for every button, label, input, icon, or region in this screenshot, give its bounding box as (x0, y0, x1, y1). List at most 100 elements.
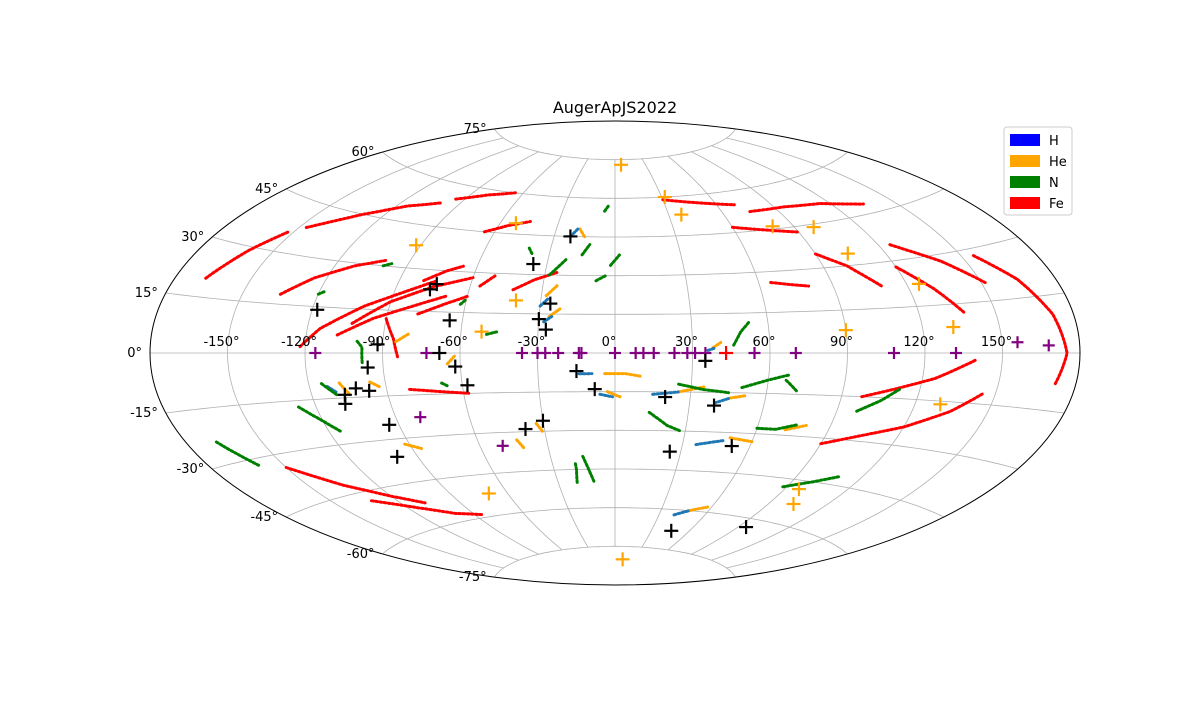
galactic-marker (648, 347, 660, 359)
galactic-marker (414, 411, 426, 423)
track-n (649, 412, 680, 431)
track-he (605, 374, 641, 377)
legend-swatch-fe (1010, 197, 1040, 209)
lon-tick-label: 150° (981, 335, 1012, 350)
track-he (447, 356, 455, 364)
track-fe (896, 267, 965, 313)
legend-label-fe: Fe (1049, 197, 1064, 212)
track-h (600, 394, 613, 397)
source-markers (309, 158, 1054, 567)
he-marker (841, 247, 855, 261)
lon-tick-label: 120° (903, 335, 934, 350)
track-fe (733, 227, 799, 232)
source-marker (663, 445, 677, 459)
galactic-marker (790, 347, 802, 359)
track-n (299, 407, 342, 432)
lat-tick-label: -15° (130, 406, 158, 421)
track-he (689, 507, 708, 511)
he-marker (509, 293, 523, 307)
track-he (396, 333, 410, 341)
track-he (730, 438, 752, 442)
he-marker (509, 216, 523, 230)
track-he (370, 382, 381, 388)
legend-label-he: He (1049, 155, 1067, 170)
source-marker (569, 364, 583, 378)
lat-tick-label: 0° (127, 346, 142, 361)
galactic-marker (1043, 339, 1055, 351)
track-n (582, 245, 590, 255)
source-marker (310, 303, 324, 317)
he-marker (475, 325, 489, 339)
source-marker (543, 297, 557, 311)
lat-tick-label: 15° (135, 286, 158, 301)
track-n (734, 321, 750, 345)
fe-marker (719, 346, 733, 360)
lon-tick-label: -120° (281, 335, 317, 350)
source-marker (382, 418, 396, 432)
track-he (713, 343, 721, 348)
source-marker (349, 381, 363, 395)
track-n (383, 264, 392, 266)
track-fe (750, 204, 864, 212)
track-fe (890, 245, 987, 284)
galactic-marker (575, 347, 587, 359)
track-fe (484, 222, 530, 232)
he-marker (409, 238, 423, 252)
track-he (536, 424, 542, 432)
track-h (540, 298, 548, 306)
parallel-line (495, 546, 736, 577)
lon-tick-label: -30° (518, 335, 546, 350)
lat-tick-label: -60° (347, 547, 375, 562)
lat-tick-label: -75° (459, 570, 487, 585)
galactic-marker (637, 347, 649, 359)
source-marker (698, 354, 712, 368)
track-n (575, 462, 577, 483)
lat-tick-label: 60° (351, 145, 374, 160)
galactic-marker (552, 347, 564, 359)
source-marker (518, 422, 532, 436)
track-n (605, 206, 609, 211)
track-he (405, 444, 422, 448)
lon-tick-label: -150° (203, 335, 239, 350)
galactic-marker (420, 347, 432, 359)
track-fe (480, 276, 495, 286)
track-n (442, 383, 448, 386)
source-marker (362, 384, 376, 398)
source-marker (460, 378, 474, 392)
legend-swatch-n (1010, 176, 1040, 188)
galactic-marker (950, 347, 962, 359)
he-marker (786, 497, 800, 511)
galactic-marker (497, 440, 509, 452)
track-he (580, 229, 585, 237)
he-marker (933, 397, 947, 411)
track-h (674, 511, 689, 515)
track-fe (821, 394, 983, 444)
he-marker (616, 552, 630, 566)
lat-tick-label: -45° (250, 510, 278, 525)
lon-tick-label: 60° (752, 335, 775, 350)
track-h (570, 229, 578, 237)
lat-tick-label: 30° (181, 230, 204, 245)
source-marker (739, 520, 753, 534)
source-marker (338, 397, 352, 411)
lat-tick-label: -30° (177, 462, 205, 477)
track-h (696, 440, 725, 444)
he-marker (674, 208, 688, 222)
lon-tick-label: 0° (602, 335, 617, 350)
he-marker (946, 320, 960, 334)
legend-swatch-he (1010, 155, 1040, 167)
parallel-line (495, 129, 736, 160)
source-marker (390, 450, 404, 464)
track-n (321, 384, 337, 396)
galactic-marker (1012, 336, 1024, 348)
he-marker (482, 486, 496, 500)
track-he (517, 440, 524, 448)
track-fe (410, 389, 469, 393)
he-marker (912, 277, 926, 291)
track-h (715, 398, 731, 403)
track-n (786, 380, 797, 391)
track-fe (424, 266, 464, 280)
legend-swatch-h (1010, 134, 1040, 146)
track-n (742, 375, 790, 388)
lon-tick-label: -60° (440, 335, 468, 350)
